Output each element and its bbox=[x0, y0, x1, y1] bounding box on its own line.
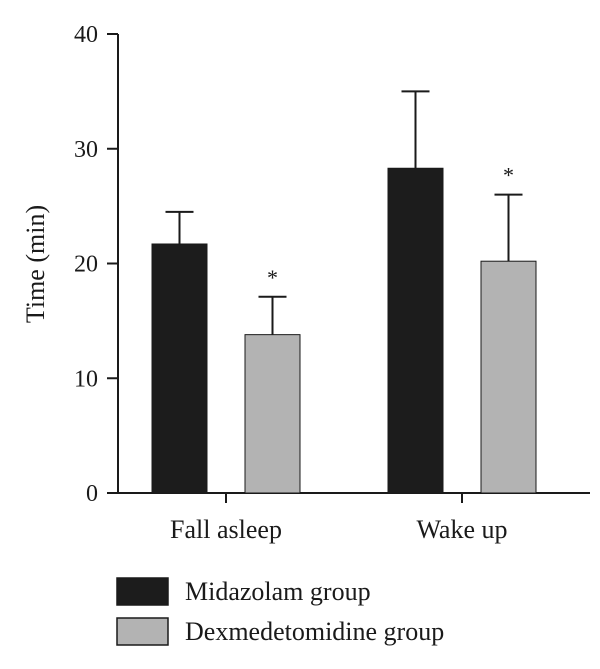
bars: ** bbox=[151, 90, 537, 494]
x-axis: Fall asleep Wake up bbox=[118, 492, 590, 544]
legend-label: Midazolam group bbox=[185, 577, 371, 606]
bar bbox=[480, 260, 537, 494]
y-tick-label: 10 bbox=[74, 366, 98, 392]
legend-label: Dexmedetomidine group bbox=[185, 617, 444, 646]
y-tick-label: 40 bbox=[74, 22, 98, 48]
bar bbox=[387, 167, 444, 494]
y-axis: 0 10 20 30 40 bbox=[74, 22, 119, 507]
bar bbox=[244, 334, 301, 494]
y-axis-title: Time (min) bbox=[21, 205, 50, 323]
y-tick-label: 30 bbox=[74, 137, 98, 163]
x-tick-label: Wake up bbox=[416, 515, 507, 544]
significance-marker: * bbox=[267, 265, 278, 290]
y-tick-label: 0 bbox=[86, 481, 98, 507]
bar bbox=[151, 243, 208, 494]
legend-swatch bbox=[116, 577, 169, 606]
legend-swatch bbox=[116, 617, 169, 646]
legend: Midazolam group Dexmedetomidine group bbox=[116, 577, 444, 646]
significance-marker: * bbox=[503, 163, 514, 188]
y-tick-label: 20 bbox=[74, 252, 98, 278]
x-tick-label: Fall asleep bbox=[170, 515, 282, 544]
